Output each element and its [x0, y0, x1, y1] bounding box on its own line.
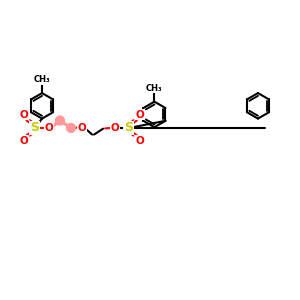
Text: O: O	[19, 110, 28, 120]
Text: O: O	[136, 136, 144, 146]
Text: S: S	[30, 122, 39, 134]
Text: O: O	[44, 123, 53, 133]
Text: O: O	[136, 110, 144, 120]
Text: O: O	[111, 123, 119, 133]
Circle shape	[67, 124, 75, 132]
Text: O: O	[78, 123, 86, 133]
Text: CH₃: CH₃	[34, 75, 50, 84]
Text: S: S	[124, 122, 133, 134]
Text: CH₃: CH₃	[146, 84, 163, 93]
Circle shape	[56, 116, 64, 125]
Text: O: O	[19, 136, 28, 146]
